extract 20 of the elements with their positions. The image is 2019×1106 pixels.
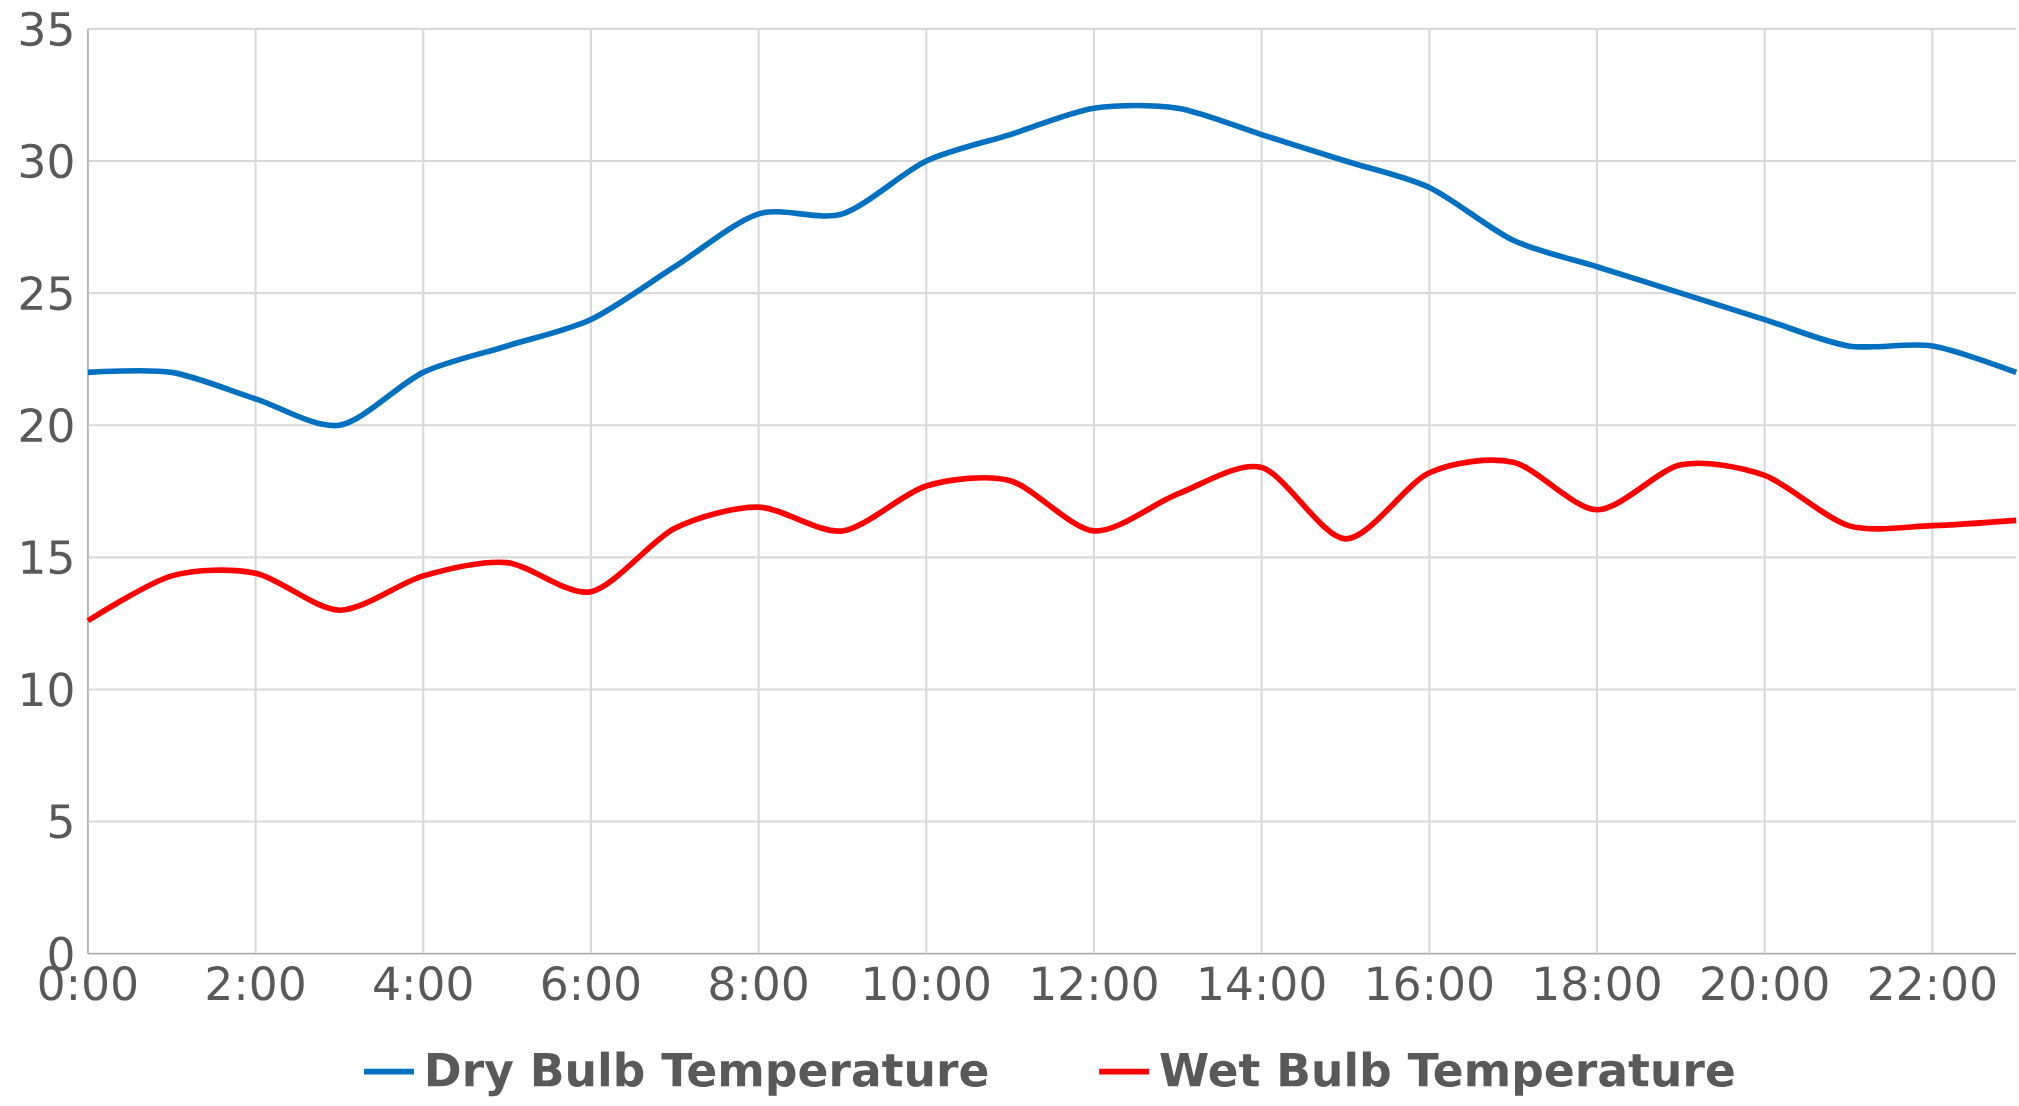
x-tick-label: 2:00 bbox=[207, 966, 304, 1001]
x-tick-label: 16:00 bbox=[1368, 966, 1492, 1001]
x-tick-label: 8:00 bbox=[710, 966, 807, 1001]
x-tick-label: 20:00 bbox=[1702, 966, 1828, 1001]
x-tick-label: 12:00 bbox=[1033, 966, 1157, 1001]
y-tick-label: 25 bbox=[20, 276, 72, 311]
y-tick-label: 20 bbox=[20, 408, 73, 443]
legend-label: Dry Bulb Temperature bbox=[427, 1051, 988, 1097]
x-tick-label: 6:00 bbox=[542, 966, 640, 1001]
y-tick-label: 30 bbox=[20, 143, 73, 179]
x-tick-label: 22:00 bbox=[1869, 966, 1996, 1001]
x-tick-label: 10:00 bbox=[865, 966, 989, 1001]
legend-label: Wet Bulb Temperature bbox=[1160, 1051, 1734, 1096]
y-tick-label: 35 bbox=[20, 11, 72, 47]
x-tick-label: 18:00 bbox=[1536, 966, 1660, 1001]
y-tick-label: 10 bbox=[22, 672, 73, 707]
x-tick-label: 4:00 bbox=[374, 966, 472, 1001]
x-tick-label: 14:00 bbox=[1200, 966, 1325, 1001]
y-tick-label: 15 bbox=[22, 540, 72, 575]
y-tick-label: 5 bbox=[49, 804, 72, 839]
